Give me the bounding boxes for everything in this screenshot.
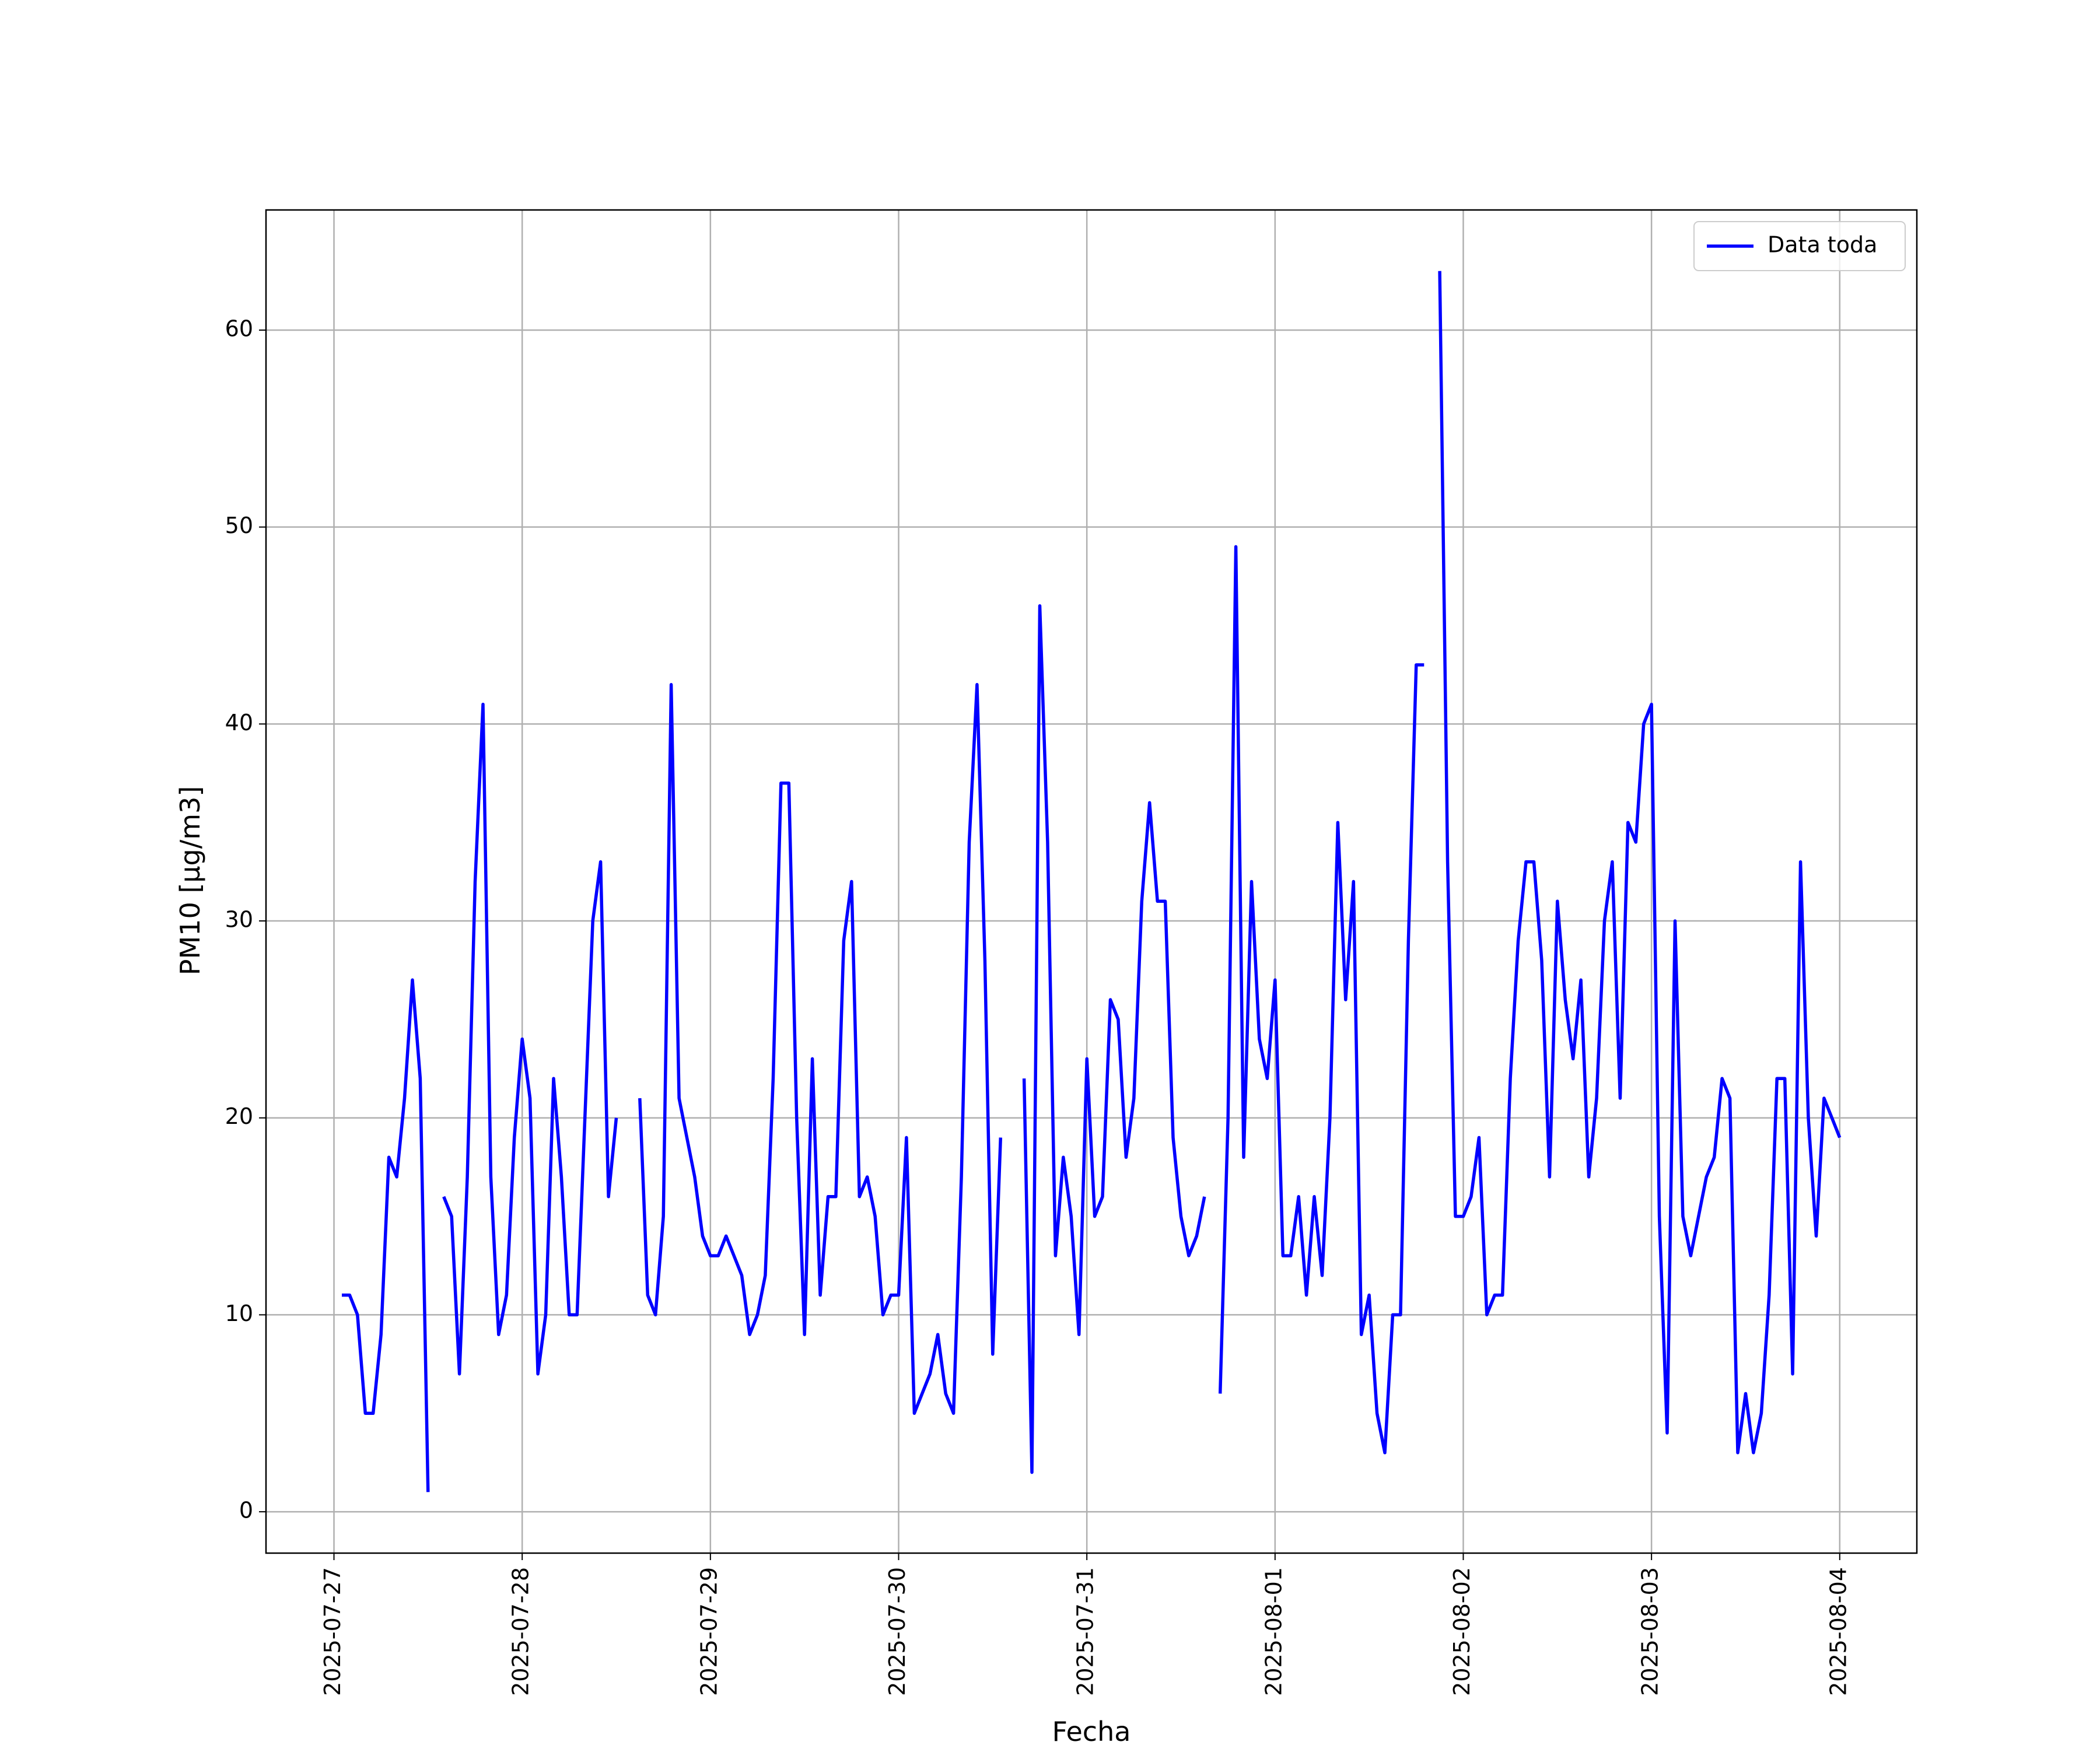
data-line xyxy=(342,271,1842,1492)
x-tick-label: 2025-07-31 xyxy=(1073,1567,1098,1696)
y-tick-label: 50 xyxy=(225,513,253,538)
x-tick-label: 2025-08-03 xyxy=(1637,1567,1663,1696)
x-tick-label: 2025-07-30 xyxy=(884,1567,910,1696)
y-tick-label: 60 xyxy=(225,316,253,341)
y-tick-label: 30 xyxy=(225,907,253,933)
x-tick-label: 2025-07-27 xyxy=(320,1567,345,1696)
y-tick-label: 10 xyxy=(225,1301,253,1326)
plot-frame xyxy=(265,209,1918,1554)
y-tick-label: 40 xyxy=(225,710,253,735)
y-axis-label: PM10 [μg/m3] xyxy=(174,786,206,976)
x-tick-label: 2025-08-02 xyxy=(1449,1567,1475,1696)
legend-box xyxy=(1693,221,1906,271)
x-axis-label: Fecha xyxy=(1052,1716,1131,1747)
x-tick-label: 2025-07-29 xyxy=(696,1567,722,1696)
x-tick-label: 2025-08-04 xyxy=(1825,1567,1851,1696)
y-tick-label: 0 xyxy=(239,1498,253,1523)
x-tick-label: 2025-07-28 xyxy=(508,1567,534,1696)
legend-label: Data toda xyxy=(1768,232,1877,258)
x-tick-label: 2025-08-01 xyxy=(1261,1567,1286,1696)
y-tick-label: 20 xyxy=(225,1103,253,1129)
